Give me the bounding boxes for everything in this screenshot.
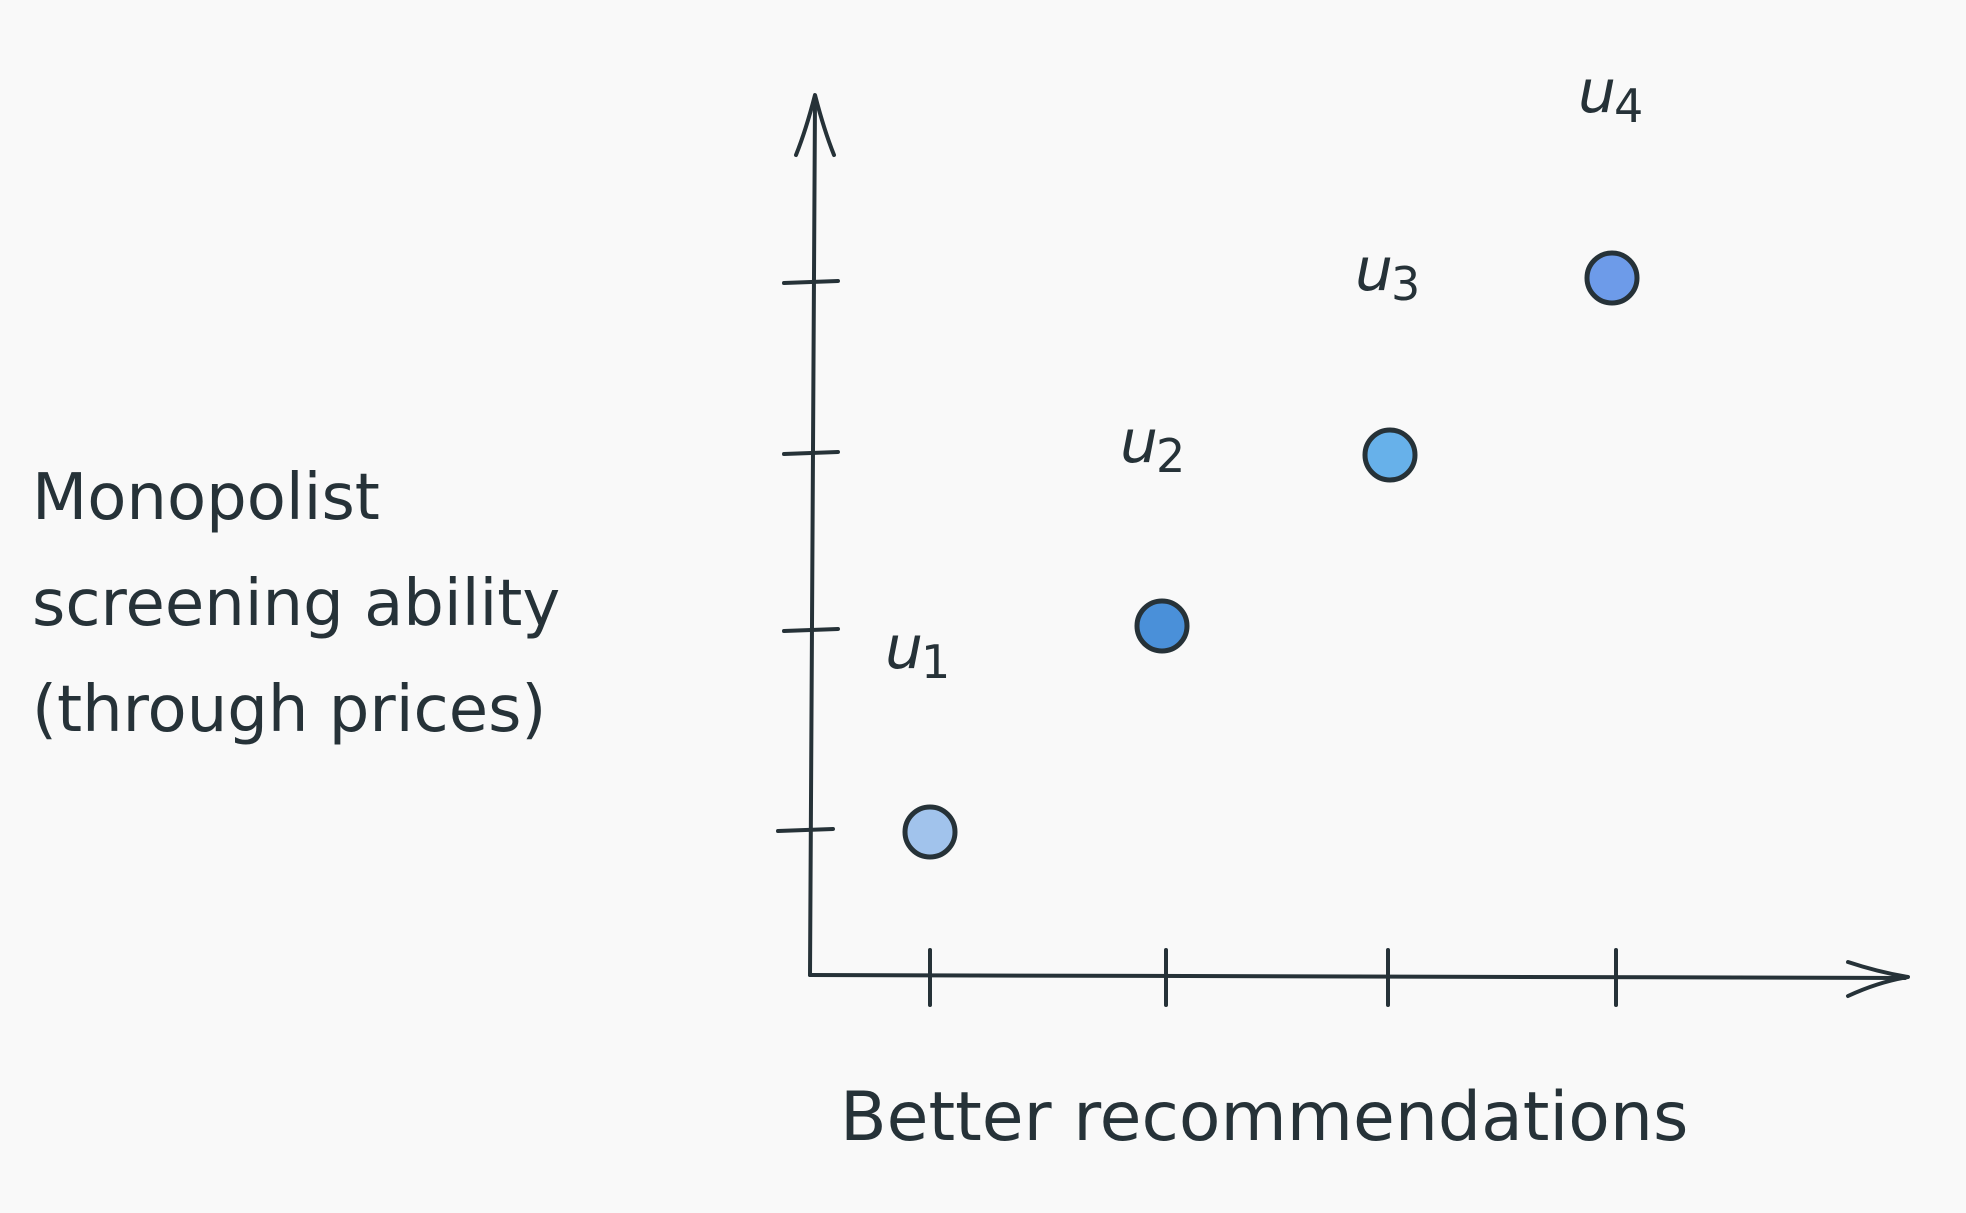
point-u4 bbox=[1584, 250, 1640, 306]
point-label-u2: u2 bbox=[1120, 407, 1185, 483]
axes bbox=[794, 93, 1910, 998]
y-axis-label-line-1: Monopolist bbox=[32, 461, 380, 535]
y-tick-4 bbox=[782, 279, 840, 285]
y-tick-3 bbox=[782, 450, 840, 456]
y-tick-2 bbox=[782, 627, 840, 633]
y-tick-1 bbox=[776, 827, 835, 833]
point-u1 bbox=[902, 804, 958, 860]
y-axis-label: Monopolist screening ability (through pr… bbox=[32, 445, 560, 763]
data-points bbox=[902, 250, 1640, 860]
point-label-subscript: 1 bbox=[921, 635, 950, 689]
y-axis-arrowhead bbox=[794, 93, 836, 157]
x-axis-label: Better recommendations bbox=[840, 1078, 1689, 1157]
point-label-subscript: 4 bbox=[1614, 79, 1643, 133]
point-label-u3: u3 bbox=[1355, 235, 1420, 311]
point-label-base: u bbox=[885, 613, 923, 683]
y-axis-line bbox=[808, 98, 817, 977]
y-axis-label-line-3: (through prices) bbox=[32, 673, 547, 747]
point-label-u1: u1 bbox=[885, 613, 950, 689]
x-axis-line bbox=[808, 973, 1907, 980]
point-label-base: u bbox=[1120, 407, 1158, 477]
x-axis-arrowhead bbox=[1846, 960, 1910, 998]
axis-ticks bbox=[776, 279, 1618, 1007]
y-axis-label-line-2: screening ability bbox=[32, 567, 561, 641]
point-u3 bbox=[1362, 427, 1418, 483]
point-u2 bbox=[1134, 598, 1190, 654]
point-label-base: u bbox=[1578, 57, 1616, 127]
point-label-subscript: 2 bbox=[1156, 429, 1185, 483]
point-label-subscript: 3 bbox=[1391, 257, 1420, 311]
point-label-u4: u4 bbox=[1578, 57, 1643, 133]
point-label-base: u bbox=[1355, 235, 1393, 305]
